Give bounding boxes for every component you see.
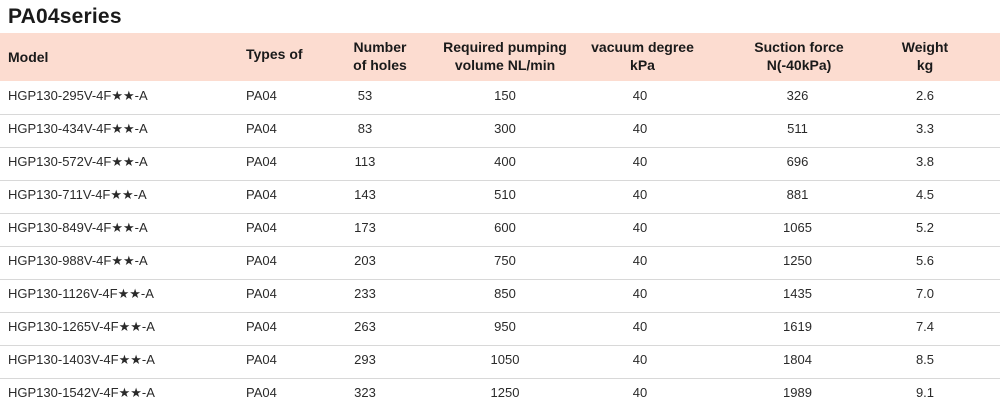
table-row: HGP130-849V-4F★★-A PA04 173 600 40 1065 … bbox=[0, 213, 1000, 247]
cell-vacuum: 40 bbox=[632, 220, 648, 235]
cell-holes: 263 bbox=[354, 319, 376, 334]
page-title: PA04series bbox=[8, 5, 122, 28]
cell-model: HGP130-711V-4F★★-A bbox=[8, 187, 147, 202]
table-row: HGP130-1265V-4F★★-A PA04 263 950 40 1619… bbox=[0, 312, 1000, 346]
cell-vacuum: 40 bbox=[632, 352, 648, 367]
cell-force: 1250 bbox=[783, 253, 812, 268]
cell-volume: 750 bbox=[494, 253, 516, 268]
cell-force: 326 bbox=[786, 88, 809, 103]
header-holes-line2: of holes bbox=[353, 57, 407, 73]
cell-holes: 53 bbox=[357, 88, 373, 103]
cell-volume: 400 bbox=[494, 154, 516, 169]
cell-force: 881 bbox=[786, 187, 809, 202]
header-weight-line2: kg bbox=[916, 57, 934, 73]
cell-force: 1619 bbox=[783, 319, 812, 334]
cell-volume: 1250 bbox=[490, 385, 520, 400]
cell-force: 1804 bbox=[783, 352, 812, 367]
cell-holes: 293 bbox=[354, 352, 376, 367]
header-vacuum: vacuum degree kPa bbox=[580, 38, 705, 74]
cell-weight: 3.8 bbox=[915, 154, 935, 169]
cell-model: HGP130-1265V-4F★★-A bbox=[8, 319, 155, 334]
cell-vacuum: 40 bbox=[632, 385, 648, 400]
header-volume-line1: Required pumping bbox=[443, 39, 567, 55]
cell-volume: 1050 bbox=[490, 352, 520, 367]
cell-vacuum: 40 bbox=[632, 88, 648, 103]
header-force: Suction force N(-40kPa) bbox=[740, 38, 858, 74]
cell-volume: 300 bbox=[494, 121, 516, 136]
cell-weight: 5.6 bbox=[915, 253, 935, 268]
cell-vacuum: 40 bbox=[632, 286, 648, 301]
header-types: Types of bbox=[246, 46, 303, 62]
table-row: HGP130-295V-4F★★-A PA04 53 150 40 326 2.… bbox=[0, 81, 1000, 115]
cell-force: 1989 bbox=[783, 385, 812, 400]
cell-weight: 9.1 bbox=[915, 385, 935, 400]
table-row: HGP130-711V-4F★★-A PA04 143 510 40 881 4… bbox=[0, 180, 1000, 214]
cell-model: HGP130-1542V-4F★★-A bbox=[8, 385, 155, 400]
cell-weight: 7.4 bbox=[915, 319, 935, 334]
header-force-line1: Suction force bbox=[754, 39, 844, 55]
cell-type: PA04 bbox=[246, 121, 277, 136]
cell-volume: 600 bbox=[494, 220, 516, 235]
cell-weight: 2.6 bbox=[915, 88, 935, 103]
cell-model: HGP130-295V-4F★★-A bbox=[8, 88, 148, 103]
cell-holes: 83 bbox=[357, 121, 373, 136]
cell-type: PA04 bbox=[246, 286, 277, 301]
header-volume: Required pumping volume NL/min bbox=[430, 38, 580, 74]
cell-model: HGP130-434V-4F★★-A bbox=[8, 121, 148, 136]
cell-type: PA04 bbox=[246, 187, 277, 202]
cell-type: PA04 bbox=[246, 154, 277, 169]
cell-type: PA04 bbox=[246, 88, 277, 103]
cell-holes: 143 bbox=[354, 187, 376, 202]
cell-model: HGP130-572V-4F★★-A bbox=[8, 154, 148, 169]
cell-model: HGP130-849V-4F★★-A bbox=[8, 220, 148, 235]
cell-vacuum: 40 bbox=[632, 187, 648, 202]
header-volume-line2: volume NL/min bbox=[454, 57, 556, 73]
cell-model: HGP130-1126V-4F★★-A bbox=[8, 286, 154, 301]
table-row: HGP130-988V-4F★★-A PA04 203 750 40 1250 … bbox=[0, 246, 1000, 280]
cell-volume: 850 bbox=[494, 286, 516, 301]
header-vacuum-line2: kPa bbox=[630, 57, 655, 73]
cell-holes: 233 bbox=[354, 286, 376, 301]
header-weight-line1: Weight bbox=[901, 39, 949, 55]
cell-model: HGP130-988V-4F★★-A bbox=[8, 253, 148, 268]
cell-type: PA04 bbox=[246, 220, 277, 235]
table-row: HGP130-1403V-4F★★-A PA04 293 1050 40 180… bbox=[0, 345, 1000, 379]
cell-force: 1435 bbox=[783, 286, 812, 301]
cell-weight: 7.0 bbox=[915, 286, 935, 301]
cell-type: PA04 bbox=[246, 385, 277, 400]
cell-volume: 150 bbox=[494, 88, 516, 103]
table-header: Model Types of Number of holes Required … bbox=[0, 33, 1000, 81]
header-weight: Weight kg bbox=[885, 38, 965, 74]
cell-weight: 8.5 bbox=[915, 352, 935, 367]
cell-holes: 203 bbox=[354, 253, 376, 268]
cell-volume: 510 bbox=[494, 187, 516, 202]
cell-type: PA04 bbox=[246, 319, 277, 334]
cell-type: PA04 bbox=[246, 352, 277, 367]
table-row: HGP130-434V-4F★★-A PA04 83 300 40 511 3.… bbox=[0, 114, 1000, 148]
cell-type: PA04 bbox=[246, 253, 277, 268]
cell-force: 696 bbox=[786, 154, 809, 169]
header-force-line2: N(-40kPa) bbox=[766, 57, 832, 73]
cell-vacuum: 40 bbox=[632, 154, 648, 169]
cell-holes: 323 bbox=[354, 385, 376, 400]
header-model: Model bbox=[8, 49, 49, 65]
header-vacuum-line1: vacuum degree bbox=[591, 39, 694, 55]
table-row: HGP130-1542V-4F★★-A PA04 323 1250 40 198… bbox=[0, 378, 1000, 411]
cell-volume: 950 bbox=[494, 319, 516, 334]
cell-weight: 4.5 bbox=[915, 187, 935, 202]
cell-vacuum: 40 bbox=[632, 253, 648, 268]
cell-weight: 5.2 bbox=[915, 220, 935, 235]
cell-force: 1065 bbox=[783, 220, 812, 235]
table-row: HGP130-572V-4F★★-A PA04 113 400 40 696 3… bbox=[0, 147, 1000, 181]
header-holes-line1: Number bbox=[353, 39, 407, 55]
cell-vacuum: 40 bbox=[632, 121, 648, 136]
cell-model: HGP130-1403V-4F★★-A bbox=[8, 352, 155, 367]
cell-holes: 113 bbox=[354, 154, 376, 169]
cell-force: 511 bbox=[787, 121, 808, 136]
cell-weight: 3.3 bbox=[915, 121, 935, 136]
cell-vacuum: 40 bbox=[632, 319, 648, 334]
cell-holes: 173 bbox=[354, 220, 376, 235]
header-holes: Number of holes bbox=[340, 38, 420, 74]
table-row: HGP130-1126V-4F★★-A PA04 233 850 40 1435… bbox=[0, 279, 1000, 313]
